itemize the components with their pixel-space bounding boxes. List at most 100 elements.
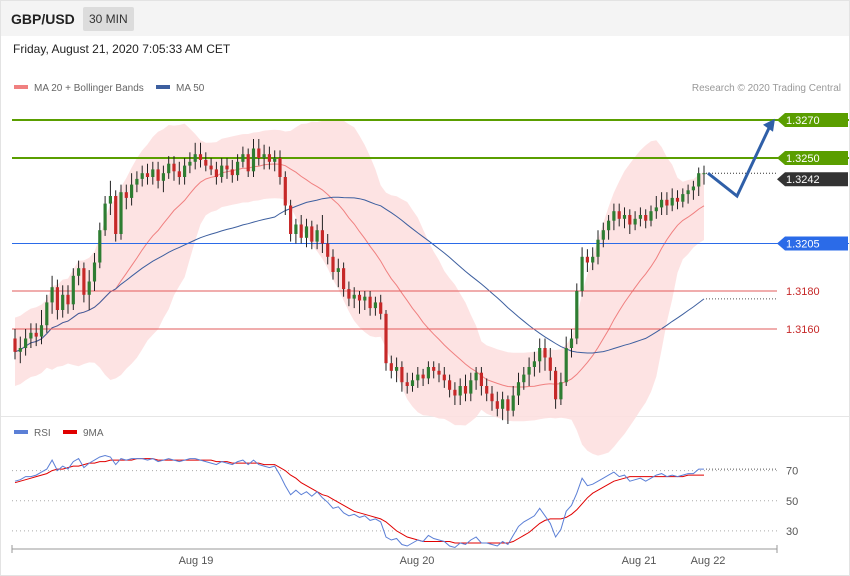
candle-body [654, 207, 658, 212]
candle-body [442, 374, 446, 381]
candle-body [638, 215, 642, 219]
symbol-label: GBP/USD [11, 11, 75, 27]
candle-body [198, 154, 203, 160]
candle-body [686, 190, 690, 195]
candle-body [458, 386, 462, 396]
candle-body [39, 325, 44, 337]
candle-body [368, 296, 372, 309]
level-tag-1.3205 [777, 236, 848, 251]
candle-body [628, 215, 632, 225]
moving-averages [14, 163, 705, 388]
ma20-line [14, 163, 705, 388]
candle-body [670, 197, 674, 206]
candle-body [267, 154, 271, 162]
legend-9ma-label: 9MA [83, 428, 104, 439]
x-tick-label: Aug 19 [179, 555, 214, 567]
level-label-1.3250: 1.3250 [786, 153, 820, 165]
candle-body [575, 291, 579, 339]
bollinger-band-area [15, 119, 704, 456]
candle-body [607, 220, 611, 231]
candle-body [495, 401, 499, 409]
level-label-1.3160: 1.3160 [786, 324, 820, 336]
candle-body [506, 399, 510, 411]
candle-body [538, 348, 542, 362]
candle-body [511, 395, 515, 411]
level-tag-1.3250 [777, 151, 848, 165]
candle-body [34, 332, 38, 337]
candle-body [177, 171, 181, 177]
candle-body [161, 173, 165, 181]
candle-body [702, 173, 706, 175]
candle-body [299, 224, 303, 238]
candle-body [681, 194, 685, 202]
candle-body [336, 268, 340, 272]
candle-body [474, 372, 478, 381]
level-label-1.3180: 1.3180 [786, 286, 820, 298]
candle-body [649, 211, 653, 221]
legend-rsi-swatch [14, 430, 28, 434]
candle-body [257, 148, 261, 158]
candle-body [145, 173, 150, 177]
candle-body [273, 158, 277, 162]
candle-body [246, 154, 250, 172]
candle-body [71, 275, 75, 305]
candle-body [633, 218, 637, 225]
x-tick-label: Aug 20 [400, 555, 435, 567]
candle-body [50, 287, 54, 303]
candle-body [236, 161, 240, 176]
candle-body [400, 367, 404, 383]
candle-body [363, 296, 367, 301]
candle-body [77, 268, 81, 276]
candle-body [448, 380, 452, 390]
candle-body [66, 294, 70, 305]
candle-body [29, 332, 33, 339]
candle-body [421, 374, 425, 379]
candle-body [167, 163, 171, 174]
ma50-line [14, 196, 705, 354]
candle-body [612, 211, 616, 221]
timeframe-button[interactable]: 30 MIN [83, 7, 134, 31]
candle-body [61, 294, 65, 310]
candle-body [379, 302, 383, 314]
bollinger-bands [15, 119, 704, 456]
candle-body [490, 393, 494, 402]
candle-body [310, 226, 314, 242]
rsi-tick-50: 50 [786, 496, 798, 508]
candle-body [554, 370, 558, 400]
rsi-9ma-line [14, 458, 704, 544]
candle-body [193, 154, 197, 162]
candle-body [320, 230, 324, 244]
rsi-tick-30: 30 [786, 526, 798, 538]
candle-body [532, 361, 536, 367]
candle-body [289, 205, 293, 234]
candle-body [262, 154, 266, 158]
price-levels [12, 119, 849, 330]
candle-body [130, 184, 134, 198]
candle-body [114, 196, 118, 234]
candle-body [13, 338, 17, 352]
forecast-arrow [707, 118, 775, 199]
rsi-tick-70: 70 [786, 466, 798, 478]
candle-body [527, 367, 531, 375]
candle-body [516, 382, 521, 396]
candle-body [543, 348, 547, 358]
candle-body [352, 294, 356, 299]
candle-body [87, 281, 91, 295]
level-label-1.3270: 1.3270 [786, 115, 820, 127]
legend-9ma-swatch [63, 430, 77, 434]
candle-body [432, 367, 436, 371]
candle-body [183, 165, 187, 177]
candle-body [278, 158, 282, 177]
level-tag-1.3270 [777, 113, 848, 127]
candle-body [357, 294, 362, 301]
candle-body [151, 169, 155, 177]
panel-divider [1, 416, 849, 417]
header-bar: GBP/USD 30 MIN [1, 1, 849, 36]
candle-body [304, 226, 309, 238]
candle-body [225, 165, 229, 170]
candle-body [596, 239, 600, 257]
level-labels: 1.3270 1.3250 1.3205 1.3180 1.3160 1.3242 [777, 113, 848, 336]
forecast-path [707, 123, 773, 199]
timestamp: Friday, August 21, 2020 7:05:33 AM CET [13, 42, 231, 56]
